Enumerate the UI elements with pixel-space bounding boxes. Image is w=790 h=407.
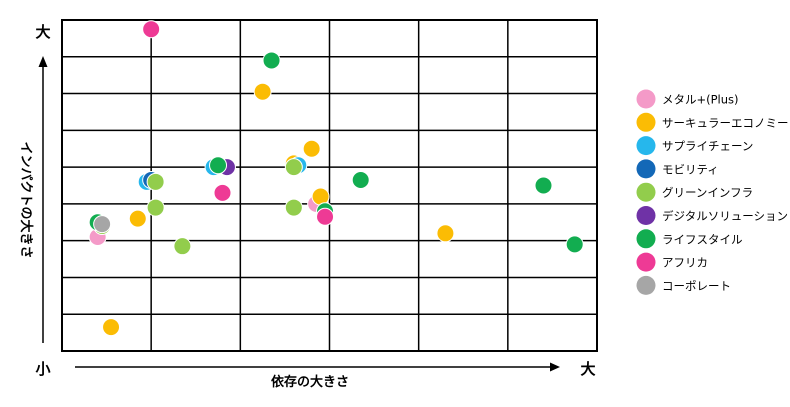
legend-label: メタル+(Plus): [662, 93, 739, 107]
legend-marker: [636, 206, 656, 225]
data-point: [146, 198, 165, 217]
data-point: [565, 235, 584, 254]
data-point: [351, 170, 370, 189]
data-point: [253, 82, 272, 101]
y-axis-arrow-head: [38, 56, 48, 67]
legend-marker: [636, 112, 656, 132]
data-point: [102, 318, 121, 337]
legend-marker: [636, 89, 656, 109]
legend-marker: [636, 275, 656, 295]
legend-label: グリーンインフラ: [662, 186, 753, 200]
x-axis-low-label: 小: [35, 360, 50, 378]
legend: メタル+(Plus) サーキュラーエコノミーサプライチェーンモビリティグリーンイン…: [636, 89, 789, 295]
data-point: [146, 172, 165, 191]
legend-marker: [636, 252, 656, 272]
x-axis-high-label: 大: [580, 360, 595, 378]
data-point: [93, 215, 112, 234]
legend-marker: [636, 159, 656, 179]
data-point: [316, 207, 335, 226]
plot-grid: [61, 19, 598, 352]
data-point: [142, 20, 161, 39]
legend-label: ライフスタイル: [662, 232, 743, 246]
legend-label: アフリカ: [662, 256, 708, 270]
data-points: [88, 20, 584, 337]
legend-label: サーキュラーエコノミー: [662, 116, 789, 130]
data-point: [284, 198, 303, 217]
legend-label: サプライチェーン: [662, 139, 753, 153]
x-axis-label: 依存の大きさ: [271, 374, 349, 390]
y-axis-high-label: 大: [35, 23, 50, 41]
data-point: [302, 139, 321, 158]
legend-label: デジタルソリューション: [662, 209, 788, 223]
legend-label: コーポレート: [662, 279, 731, 293]
legend-label: モビリティ: [662, 162, 719, 176]
data-point: [262, 51, 281, 70]
data-point: [436, 224, 455, 243]
y-axis-label: インパクトの大きさ: [18, 141, 34, 258]
data-point: [534, 176, 553, 195]
data-point: [213, 183, 232, 202]
legend-marker: [636, 229, 656, 249]
data-point: [209, 156, 228, 175]
axes: [38, 56, 560, 372]
legend-marker: [636, 136, 656, 156]
data-point: [128, 209, 147, 228]
x-axis-arrow-head: [550, 362, 560, 372]
data-point: [284, 158, 303, 177]
legend-marker: [636, 182, 656, 202]
data-point: [173, 237, 192, 256]
